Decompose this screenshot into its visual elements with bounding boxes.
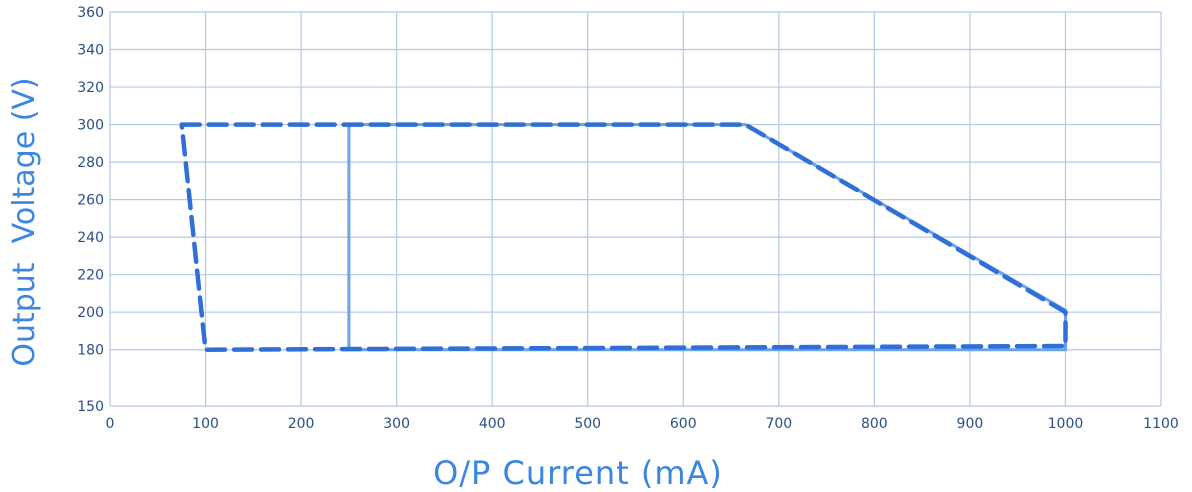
x-tick-label: 200 [288,416,315,432]
y-tick-label: 150 [77,399,104,415]
y-tick-label: 360 [77,5,104,21]
y-tick-label: 320 [77,80,104,96]
y-tick-label: 180 [77,343,104,359]
y-tick-label: 340 [77,43,104,59]
y-tick-label: 220 [77,268,104,284]
x-tick-label: 1100 [1143,416,1179,432]
x-axis-title: O/P Current (mA) [433,454,723,492]
x-tick-labels: 0 100 200 300 400 500 600 700 800 900 1000 1100 [106,416,1179,432]
x-tick-label: 400 [479,416,506,432]
x-tick-label: 600 [670,416,697,432]
x-tick-label: 700 [765,416,792,432]
y-tick-label: 240 [77,230,104,246]
x-tick-label: 300 [383,416,410,432]
y-tick-labels: 150 180 200 220 240 260 280 300 320 340 360 [77,5,104,415]
x-tick-label: 800 [861,416,888,432]
x-tick-label: 500 [574,416,601,432]
y-tick-label: 280 [77,155,104,171]
x-tick-label: 100 [192,416,219,432]
y-tick-label: 260 [77,193,104,209]
x-tick-label: 1000 [1048,416,1084,432]
y-tick-label: 300 [77,118,104,134]
series-line-dashed [179,122,1068,352]
y-axis-title: Output Voltage (V) [7,77,42,366]
series-group [179,122,1068,352]
y-tick-label: 200 [77,305,104,321]
x-tick-label: 0 [106,416,115,432]
x-tick-label: 900 [957,416,984,432]
